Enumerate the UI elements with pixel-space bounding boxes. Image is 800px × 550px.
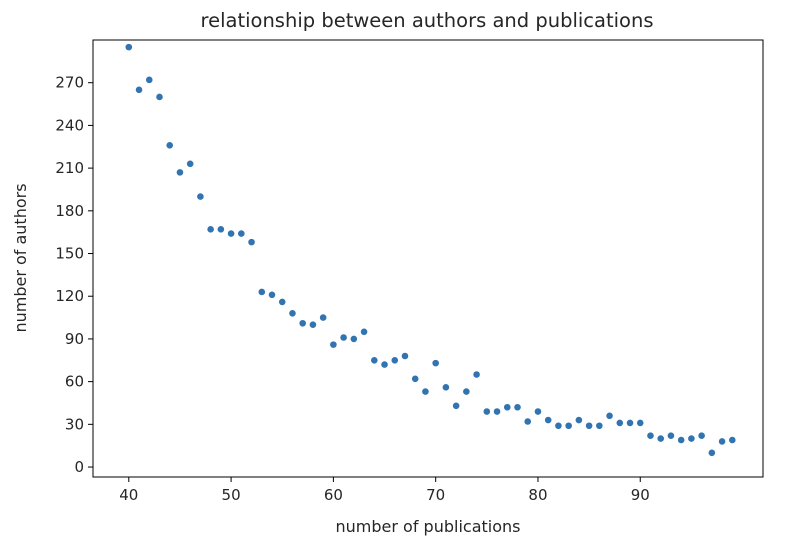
data-point-10 — [227, 229, 235, 238]
y-tick-label: 60 — [65, 373, 84, 391]
data-point-24 — [370, 356, 379, 365]
data-point-54 — [677, 436, 686, 444]
data-point-37 — [503, 403, 512, 412]
data-point-34 — [472, 370, 481, 379]
y-tick-label: 0 — [74, 458, 84, 476]
data-point-53 — [667, 431, 675, 440]
data-point-41 — [544, 416, 553, 424]
data-point-9 — [216, 225, 225, 234]
data-point-45 — [585, 421, 594, 430]
y-tick-label: 150 — [55, 245, 84, 263]
data-point-4 — [165, 141, 174, 150]
data-point-58 — [718, 437, 726, 446]
data-point-2 — [145, 75, 154, 84]
y-tick-label: 30 — [65, 415, 84, 433]
chart-title: relationship between authors and publica… — [201, 9, 654, 32]
plot-points — [124, 43, 737, 457]
data-point-16 — [288, 309, 297, 318]
data-point-49 — [626, 419, 634, 427]
x-axis: 40 50 60 70 80 90 — [119, 477, 650, 504]
data-point-5 — [176, 168, 184, 177]
data-point-48 — [615, 419, 624, 427]
x-tick-label: 50 — [222, 486, 241, 504]
data-point-0 — [124, 43, 133, 52]
data-point-7 — [196, 192, 205, 201]
data-point-57 — [707, 448, 716, 457]
plot-frame — [92, 39, 764, 478]
data-point-40 — [534, 407, 542, 416]
data-point-21 — [339, 333, 348, 342]
data-point-28 — [411, 374, 420, 383]
y-tick-label: 270 — [55, 74, 84, 92]
y-tick-label: 120 — [55, 287, 84, 305]
data-point-13 — [257, 288, 266, 296]
data-point-17 — [298, 319, 307, 328]
data-point-46 — [595, 421, 604, 430]
x-tick-label: 80 — [528, 486, 547, 504]
data-point-27 — [401, 352, 409, 360]
y-axis-label: number of authors — [11, 183, 30, 332]
data-point-35 — [482, 407, 491, 416]
data-point-52 — [656, 434, 665, 443]
data-point-8 — [206, 225, 215, 234]
data-point-42 — [554, 421, 563, 430]
data-point-51 — [646, 431, 655, 440]
data-point-11 — [237, 229, 246, 238]
x-tick-label: 70 — [426, 486, 445, 504]
data-point-59 — [728, 436, 737, 444]
y-axis: 0 30 60 90 120 150 180 210 240 270 — [55, 74, 93, 476]
data-point-20 — [329, 340, 338, 349]
data-point-39 — [523, 417, 532, 426]
data-point-15 — [278, 298, 287, 306]
data-point-1 — [135, 85, 143, 94]
y-tick-label: 240 — [55, 116, 84, 134]
data-point-12 — [247, 238, 256, 247]
data-point-22 — [349, 335, 358, 343]
data-point-30 — [431, 359, 440, 368]
data-point-50 — [636, 419, 645, 427]
data-point-14 — [268, 290, 276, 299]
data-point-43 — [564, 421, 573, 430]
x-axis-label: number of publications — [336, 517, 521, 536]
x-tick-label: 60 — [324, 486, 343, 504]
data-point-31 — [441, 383, 450, 392]
data-point-47 — [605, 411, 614, 420]
data-point-25 — [380, 360, 389, 369]
data-point-36 — [493, 407, 501, 416]
data-point-29 — [421, 387, 430, 396]
y-tick-label: 180 — [55, 202, 84, 220]
y-tick-label: 210 — [55, 159, 84, 177]
y-tick-label: 90 — [65, 330, 84, 348]
data-point-3 — [155, 93, 164, 101]
data-point-32 — [452, 401, 461, 410]
data-point-56 — [697, 431, 706, 440]
data-point-33 — [462, 387, 471, 396]
x-tick-label: 90 — [631, 486, 650, 504]
data-point-55 — [687, 434, 696, 443]
data-point-18 — [309, 320, 317, 329]
data-point-44 — [574, 416, 583, 424]
data-point-19 — [319, 313, 328, 322]
x-tick-label: 40 — [119, 486, 138, 504]
data-point-38 — [513, 403, 522, 412]
data-point-26 — [390, 356, 399, 365]
data-point-6 — [186, 159, 195, 168]
data-point-23 — [360, 327, 368, 336]
